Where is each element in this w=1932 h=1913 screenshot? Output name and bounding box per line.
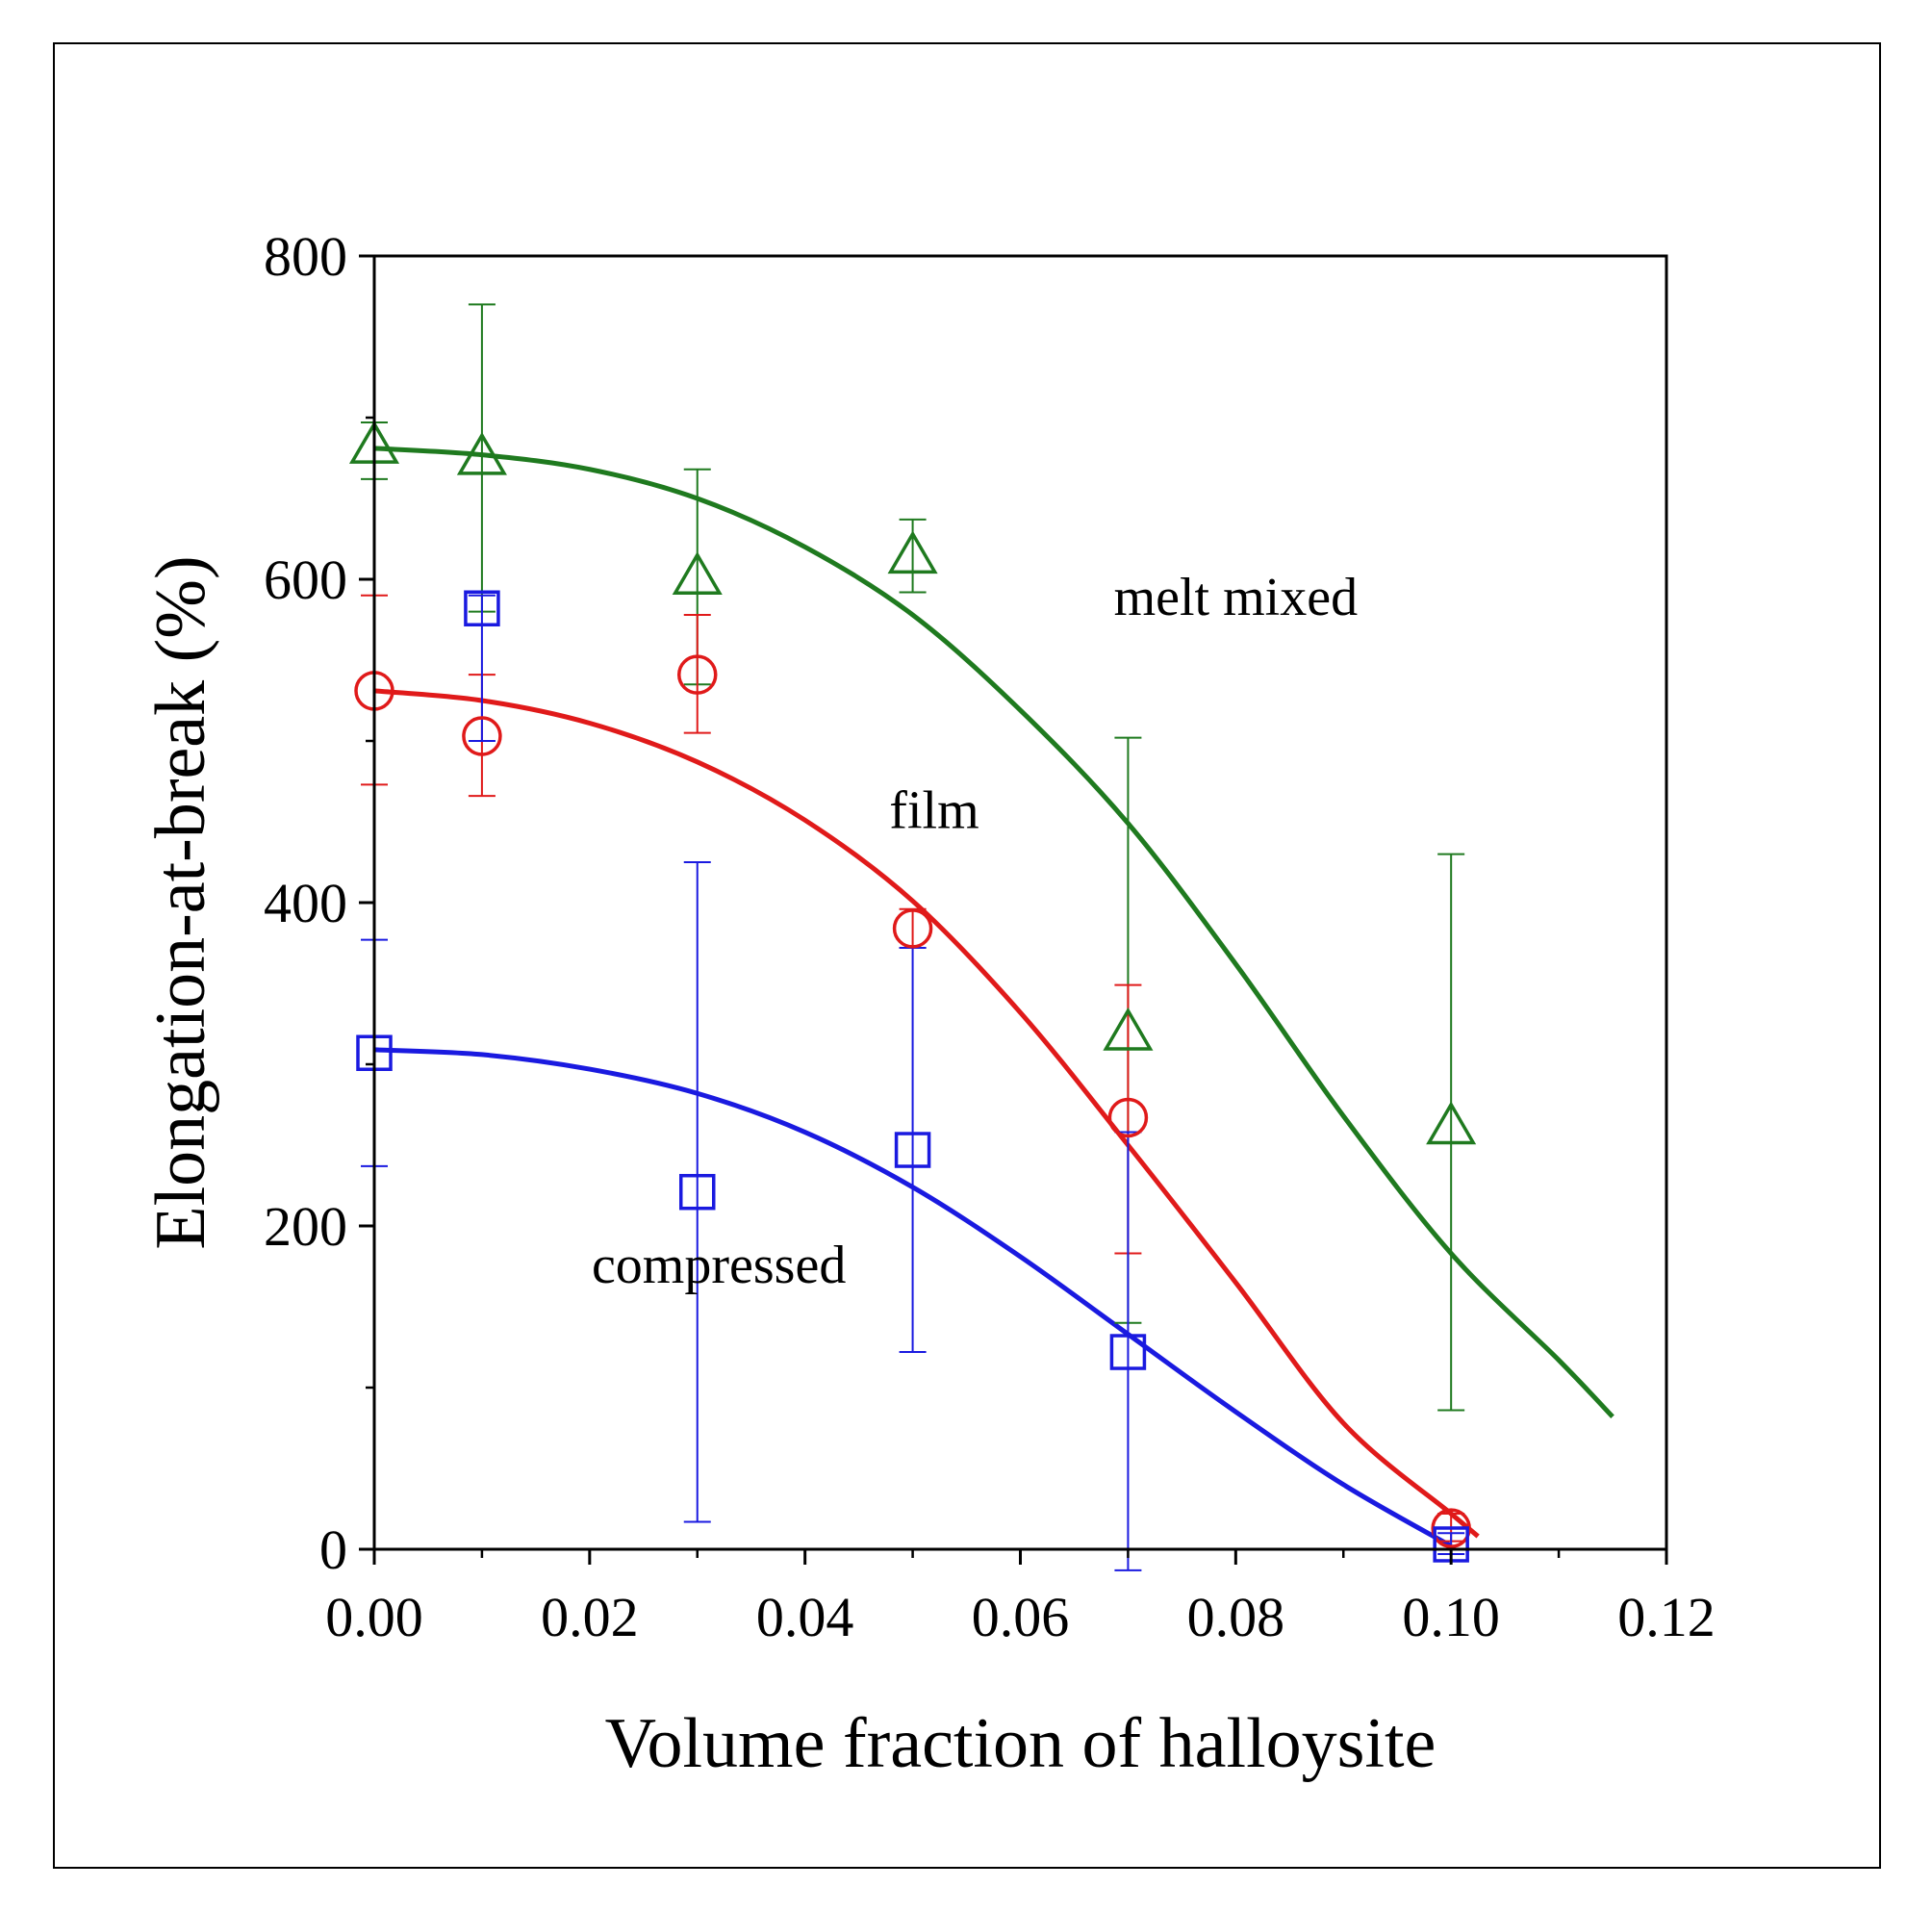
film-marker-circle [1107, 1097, 1149, 1138]
annotation-compressed: compressed [592, 1236, 846, 1295]
annotation-film: film [889, 781, 979, 841]
film-error-bar [899, 907, 927, 950]
elongation-chart: 0.00 0.02 0.04 0.06 0.08 0.10 0.12 0 200 400 600 80… [141, 225, 1716, 1783]
figure-frame: 0.00 0.02 0.04 0.06 0.08 0.10 0.12 0 200 400 600 80… [53, 42, 1881, 1869]
compressed-marker-square [894, 1132, 931, 1168]
film-fit-curve [373, 688, 1480, 1539]
compressed-marker-square [464, 590, 500, 626]
y-tick-label: 200 [264, 1195, 347, 1258]
melt-mixed-error-bar [899, 518, 927, 594]
melt-mixed-marker-triangle [1103, 1007, 1154, 1051]
x-tick-label: 0.10 [1402, 1586, 1500, 1648]
x-tick-label: 0.02 [541, 1586, 639, 1648]
melt-mixed-fit-curve [373, 446, 1614, 1418]
plot-border [372, 254, 1668, 1551]
compressed-error-bar [899, 947, 927, 1354]
data-markers [348, 421, 1477, 1563]
fit-curves [373, 446, 1614, 1548]
compressed-fit-curve [373, 1047, 1453, 1548]
annotation-melt-mixed: melt mixed [1114, 568, 1359, 627]
y-tick-label: 600 [264, 548, 347, 611]
y-tick-label: 400 [264, 872, 347, 934]
error-bars [361, 303, 1465, 1571]
y-tick-label: 800 [264, 225, 347, 288]
melt-mixed-marker-triangle [456, 431, 507, 475]
film-marker-circle [677, 654, 718, 695]
film-error-bar [683, 613, 711, 734]
compressed-error-bar [683, 861, 711, 1523]
x-tick-label: 0.08 [1187, 1586, 1285, 1648]
melt-mixed-error-bar [1437, 853, 1465, 1412]
compressed-marker-square [1109, 1334, 1147, 1370]
tick-labels: 0.00 0.02 0.04 0.06 0.08 0.10 0.12 0 200 400 600 80… [264, 225, 1716, 1648]
melt-mixed-marker-triangle [672, 551, 723, 595]
x-tick-label: 0.12 [1617, 1586, 1716, 1648]
film-marker-circle [892, 908, 933, 949]
melt-mixed-marker-triangle [1426, 1101, 1477, 1145]
compressed-error-bar [1114, 1131, 1142, 1571]
compressed-marker-square [679, 1173, 716, 1211]
series-annotations: melt mixed film compressed [592, 568, 1358, 1295]
x-axis-title: Volume fraction of halloysite [605, 1704, 1436, 1783]
y-tick-label: 0 [319, 1518, 347, 1581]
film-marker-circle [462, 716, 502, 756]
x-tick-label: 0.04 [756, 1586, 854, 1648]
x-tick-label: 0.06 [972, 1586, 1070, 1648]
melt-mixed-marker-triangle [887, 530, 938, 574]
y-axis-title: Elongation-at-break (%) [141, 555, 220, 1249]
film-marker-circle [1431, 1508, 1471, 1548]
x-tick-label: 0.00 [325, 1586, 423, 1648]
axes [359, 254, 1668, 1565]
